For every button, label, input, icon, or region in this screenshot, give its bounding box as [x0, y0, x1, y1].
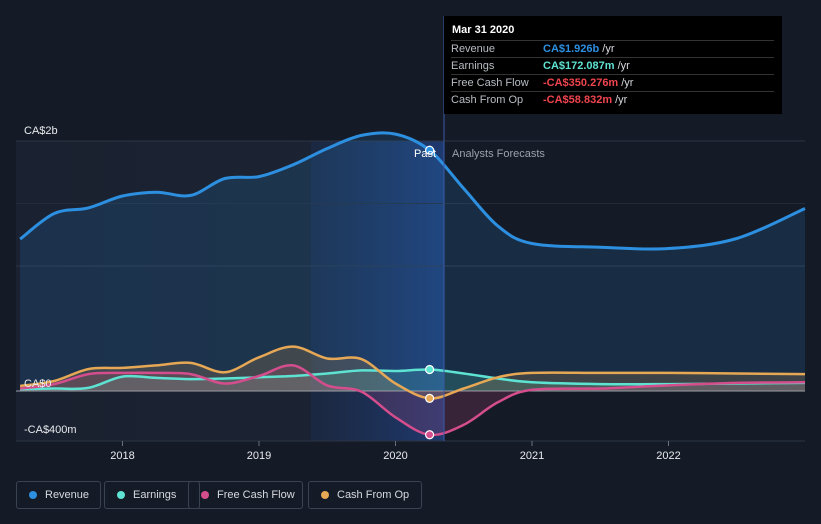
tooltip-row-free-cash-flow: Free Cash Flow -CA$350.276m/yr — [451, 74, 774, 91]
legend-label: Free Cash Flow — [217, 489, 295, 501]
tooltip-date: Mar 31 2020 — [452, 24, 515, 36]
x-tick-label: 2020 — [383, 450, 407, 462]
earnings-line — [20, 368, 806, 391]
tooltip-label: Earnings — [451, 60, 495, 72]
earnings-marker — [425, 364, 435, 375]
x-tick-label: 2022 — [656, 450, 680, 462]
tooltip-label: Cash From Op — [451, 94, 524, 106]
y-label-zero: CA$0 — [24, 378, 52, 390]
x-tick-label: 2021 — [520, 450, 544, 462]
earnings-area — [20, 369, 806, 391]
series-lines — [19, 131, 806, 437]
tooltip-row-cash-from-op: Cash From Op -CA$58.832m/yr — [451, 91, 774, 108]
tooltip-value: -CA$350.276m/yr — [543, 77, 634, 89]
tooltip-label: Free Cash Flow — [451, 77, 529, 89]
legend-item-earnings[interactable]: Earnings — [104, 481, 200, 509]
tooltip-row-earnings: Earnings CA$172.087m/yr — [451, 57, 774, 74]
axis-labels: CA$2b CA$0 -CA$400m Past Analysts Foreca… — [24, 125, 545, 436]
tooltip: Mar 31 2020 Revenue CA$1.926b/yr Earning… — [444, 16, 782, 114]
x-tick-label: 2019 — [247, 450, 271, 462]
tooltip-value: -CA$58.832m/yr — [543, 94, 628, 106]
cash-from-op-area — [20, 346, 806, 399]
hover-markers — [425, 145, 435, 440]
free-cash-flow-marker — [425, 430, 435, 440]
cash-from-op-marker — [425, 393, 435, 403]
free-cash-flow-line — [19, 364, 806, 437]
cash-from-op-line — [19, 345, 806, 400]
legend-label: Earnings — [133, 489, 177, 501]
cash-from-op-dot-icon — [321, 491, 329, 499]
tooltip-label: Revenue — [451, 43, 496, 55]
y-label-top: CA$2b — [24, 125, 58, 137]
legend-item-revenue[interactable]: Revenue — [16, 481, 101, 509]
revenue-line — [19, 131, 806, 251]
x-tick-label: 2018 — [110, 450, 134, 462]
tooltip-row-revenue: Revenue CA$1.926b/yr — [451, 40, 774, 57]
revenue-area — [20, 132, 806, 392]
free-cash-flow-dot-icon — [201, 491, 209, 499]
revenue-dot-icon — [29, 491, 37, 499]
x-axis-ticks: 2018 2019 2020 2021 2022 — [110, 441, 681, 462]
legend-item-cash-from-op[interactable]: Cash From Op — [308, 481, 422, 509]
legend-label: Cash From Op — [337, 489, 410, 501]
legend-label: Revenue — [45, 489, 90, 501]
earnings-dot-icon — [117, 491, 125, 499]
y-label-bottom: -CA$400m — [24, 424, 77, 436]
legend-item-free-cash-flow[interactable]: Free Cash Flow — [188, 481, 303, 509]
past-label: Past — [414, 148, 436, 160]
revenue-marker — [425, 145, 435, 155]
tooltip-value: CA$172.087m/yr — [543, 60, 630, 72]
tooltip-value: CA$1.926b/yr — [543, 43, 615, 55]
forecast-label: Analysts Forecasts — [452, 148, 545, 160]
